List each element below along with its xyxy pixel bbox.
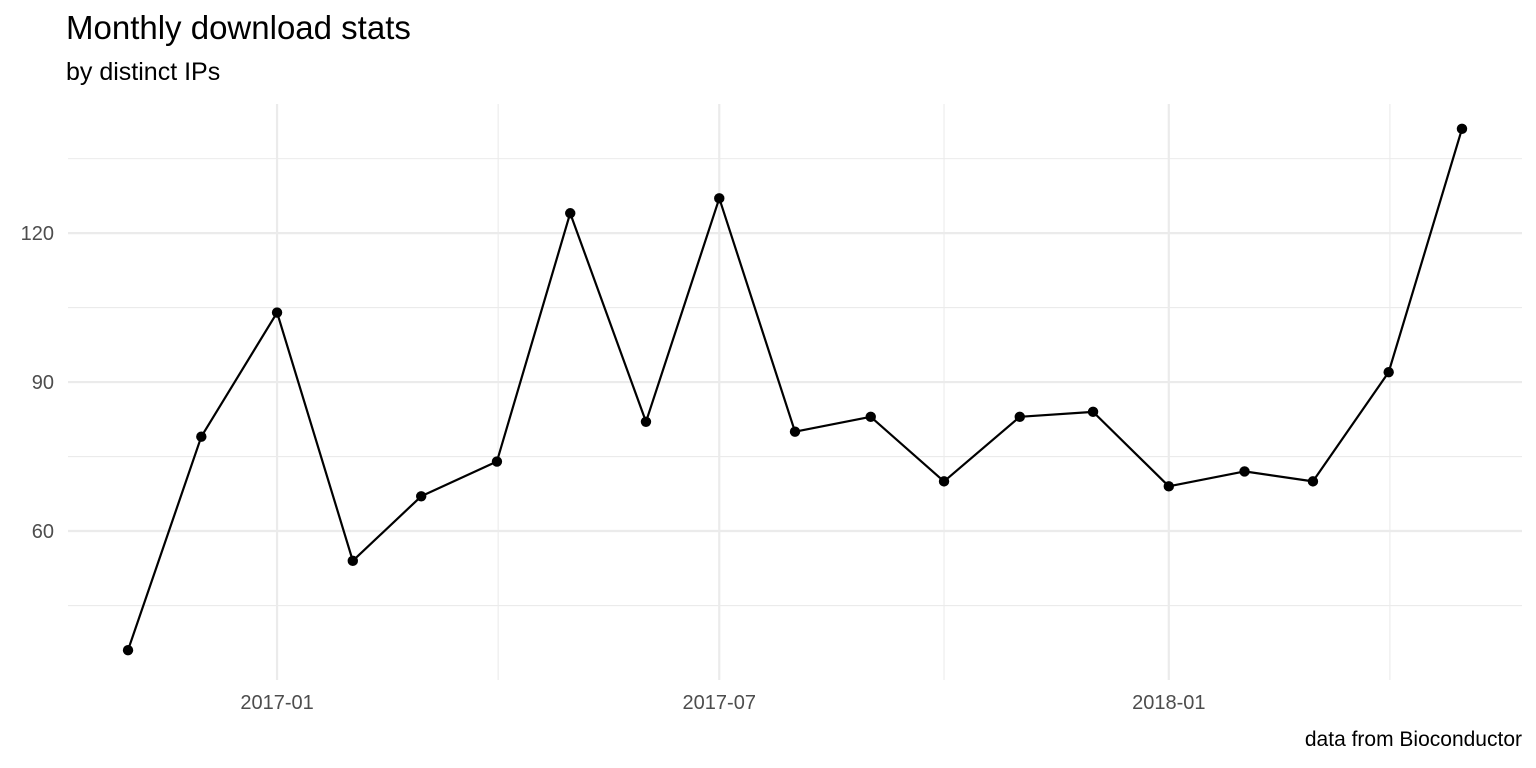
data-point (1456, 123, 1468, 135)
x-tick-label: 2017-07 (683, 692, 756, 714)
y-tick-label: 60 (32, 521, 54, 543)
data-point (416, 491, 427, 502)
minor-gridlines (68, 104, 1522, 680)
x-tick-label: 2018-01 (1132, 692, 1205, 714)
data-point (938, 476, 950, 487)
data-point (1163, 481, 1174, 492)
data-point (1087, 406, 1099, 418)
x-tick-label: 2017-01 (240, 692, 313, 714)
data-point (271, 307, 283, 318)
chart-subtitle: by distinct IPs (66, 58, 221, 86)
data-point (640, 416, 652, 427)
x-axis-labels: 2017-01 2017-07 2018-01 (240, 692, 1205, 714)
data-point (1307, 476, 1319, 487)
series-points-group (122, 123, 1468, 656)
data-point (347, 555, 358, 567)
data-point (196, 431, 207, 442)
series-line-group (126, 128, 1464, 651)
data-point (714, 193, 725, 204)
data-point (789, 426, 801, 437)
y-tick-label: 120 (21, 223, 54, 245)
y-tick-label: 90 (32, 372, 54, 394)
data-point (565, 208, 576, 219)
data-point (1239, 466, 1250, 477)
series-line (126, 128, 1464, 651)
y-axis-labels: 60 90 120 (21, 223, 54, 543)
chart-title: Monthly download stats (66, 9, 411, 46)
data-point (491, 456, 503, 467)
data-point (1383, 366, 1394, 378)
chart-caption: data from Bioconductor (1304, 728, 1522, 751)
data-point (865, 411, 876, 423)
data-point (1014, 411, 1025, 423)
major-gridlines (68, 104, 1522, 680)
data-point (122, 645, 134, 656)
